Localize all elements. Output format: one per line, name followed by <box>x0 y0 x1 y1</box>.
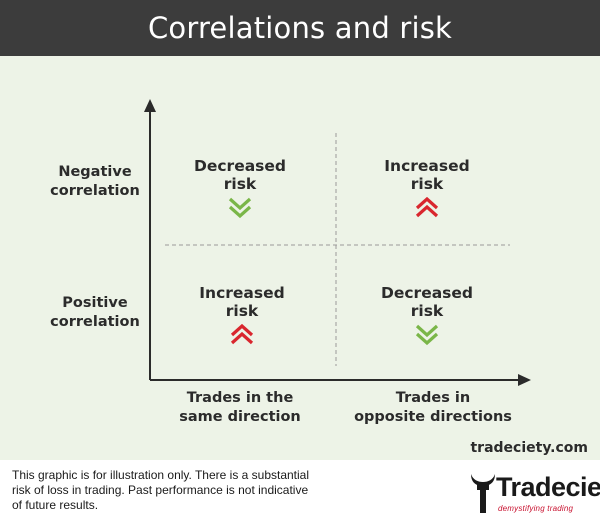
cell-positive-opposite: Decreased risk <box>352 284 502 346</box>
cell-text: Increased risk <box>199 284 285 320</box>
double-chevron-up-icon <box>415 197 439 218</box>
column-label-opposite: Trades in opposite directions <box>338 389 528 427</box>
double-chevron-down-icon <box>415 324 439 346</box>
y-axis-arrow <box>144 99 156 112</box>
column-label-opposite-text: Trades in opposite directions <box>354 390 512 425</box>
cell-negative-opposite: Increased risk <box>352 157 502 219</box>
cell-text: Increased risk <box>384 157 470 193</box>
page-title: Correlations and risk <box>0 0 600 56</box>
logo-tagline: demystifying trading <box>498 504 574 513</box>
bull-horns-icon <box>471 474 495 513</box>
row-label-negative: Negative correlation <box>35 163 155 201</box>
row-label-positive: Positive correlation <box>35 294 155 332</box>
tradeciety-logo: Tradeciety demystifying trading <box>468 466 600 520</box>
cell-text: Decreased risk <box>193 157 287 193</box>
logo-name: Tradeciety <box>496 472 600 502</box>
double-chevron-down-icon <box>228 197 252 219</box>
footer: This graphic is for illustration only. T… <box>0 460 600 526</box>
cell-text: Decreased risk <box>380 284 474 320</box>
row-label-negative-text: Negative correlation <box>50 164 140 199</box>
disclaimer-text: This graphic is for illustration only. T… <box>12 468 310 512</box>
double-chevron-up-icon <box>230 324 254 345</box>
website-label: tradeciety.com <box>470 440 588 456</box>
row-label-positive-text: Positive correlation <box>50 295 140 330</box>
cell-positive-same: Increased risk <box>167 284 317 346</box>
quadrant-axes <box>144 99 531 386</box>
column-label-same-text: Trades in the same direction <box>179 390 301 425</box>
column-label-same: Trades in the same direction <box>145 389 335 427</box>
cell-negative-same: Decreased risk <box>165 157 315 219</box>
x-axis-arrow <box>518 374 531 386</box>
